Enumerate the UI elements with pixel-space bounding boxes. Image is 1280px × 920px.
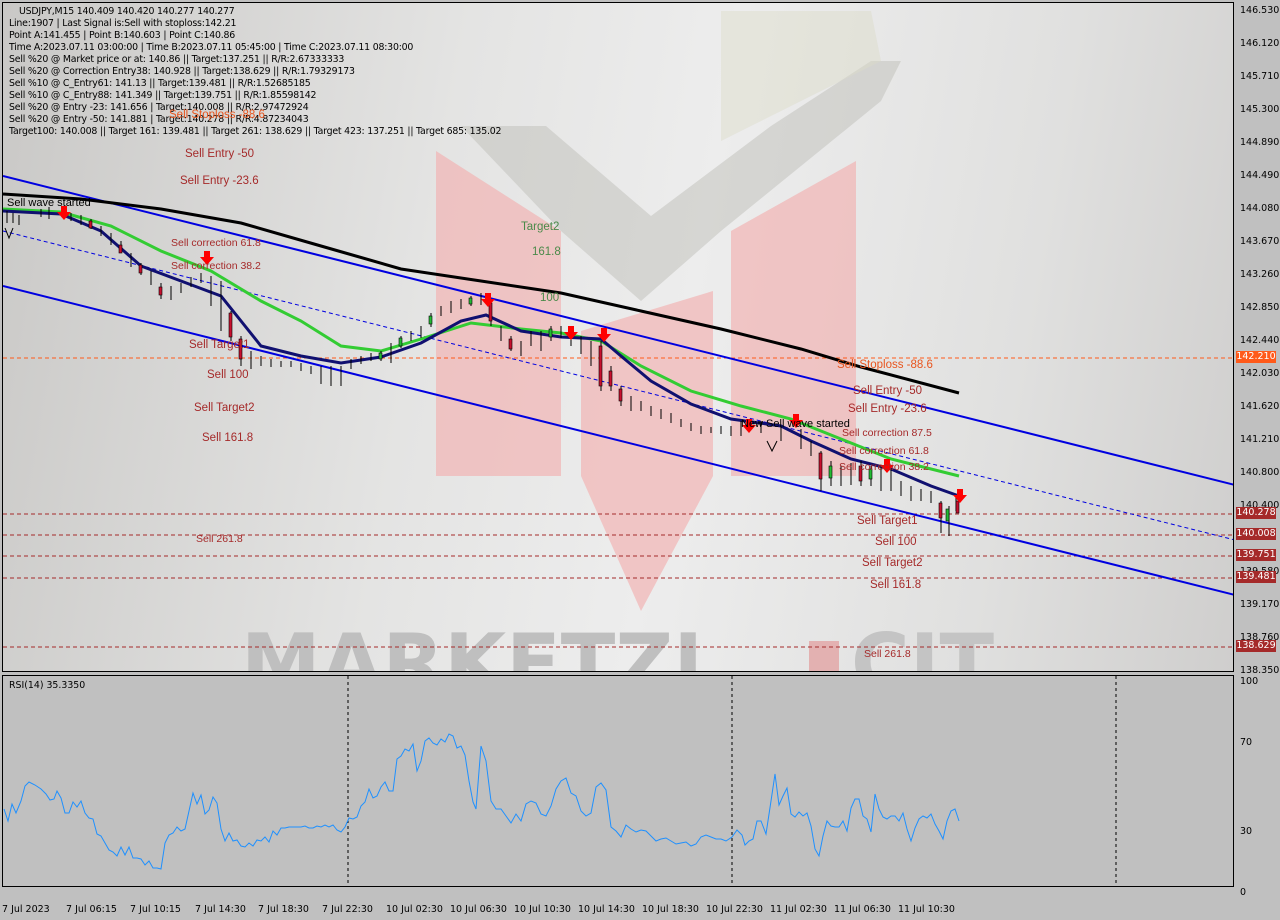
- time-tick: 7 Jul 18:30: [258, 904, 309, 915]
- price-tick: 141.210: [1240, 434, 1280, 445]
- label-sell-entry-50: Sell Entry -50: [185, 148, 255, 160]
- price-tag-target1: 140.278: [1236, 507, 1276, 519]
- price-chart-canvas: MARKETZI CIT: [3, 11, 1233, 672]
- symbol-ohlc-line: USDJPY,M15 140.409 140.420 140.277 140.2…: [19, 6, 235, 17]
- price-tick: 140.400: [1240, 500, 1280, 511]
- time-tick: 10 Jul 06:30: [450, 904, 507, 915]
- info-line: Sell %20 @ Entry -23: 141.656 | Target:1…: [9, 102, 309, 113]
- watermark-text: MARKETZI: [241, 617, 703, 672]
- time-tick: 10 Jul 10:30: [514, 904, 571, 915]
- price-tick: 145.300: [1240, 104, 1280, 115]
- price-tick: 144.080: [1240, 203, 1280, 214]
- svg-text:CIT: CIT: [851, 617, 994, 672]
- info-line: Sell %20 @ Correction Entry38: 140.928 |…: [9, 66, 355, 77]
- label-sell-correction-87-5: Sell correction 87.5: [842, 427, 932, 439]
- price-tick: 142.030: [1240, 368, 1280, 379]
- label-sell-target1: Sell Target1: [189, 339, 250, 351]
- price-tag-100: 140.008: [1236, 528, 1276, 540]
- regression-channel: [3, 175, 1233, 596]
- time-tick: 11 Jul 02:30: [770, 904, 827, 915]
- sell-arrow-icons: [57, 206, 967, 503]
- price-tick: 140.800: [1240, 467, 1280, 478]
- rsi-canvas: [3, 676, 1117, 886]
- price-tick: 144.490: [1240, 170, 1280, 181]
- price-tick: 138.350: [1240, 665, 1280, 676]
- price-tick: 143.670: [1240, 236, 1280, 247]
- label-sell-stoploss: Sell Stoploss -88.6: [169, 109, 265, 121]
- info-line: Sell %20 @ Market price or at: 140.86 ||…: [9, 54, 345, 65]
- label-sell-correction-38-2-right: Sell correction 38.2: [839, 461, 929, 473]
- time-tick: 7 Jul 06:15: [66, 904, 117, 915]
- info-line: Sell %10 @ C_Entry61: 141.13 || Target:1…: [9, 78, 311, 89]
- price-tick: 143.260: [1240, 269, 1280, 280]
- rsi-title: RSI(14) 35.3350: [9, 680, 86, 691]
- label-sell-target2: Sell Target2: [194, 402, 255, 414]
- price-tag-stoploss: 142.210: [1236, 351, 1276, 363]
- label-sell-261-8-right: Sell 261.8: [864, 648, 911, 660]
- rsi-level-0: 0: [1240, 887, 1247, 898]
- label-sell-correction-61-8: Sell correction 61.8: [171, 237, 261, 249]
- label-161-8: 161.8: [532, 246, 561, 258]
- rsi-level-30: 30: [1240, 826, 1253, 837]
- time-tick: 7 Jul 14:30: [195, 904, 246, 915]
- label-sell-161-8-right: Sell 161.8: [870, 579, 922, 591]
- label-new-sell-wave-started: New Sell wave started: [741, 418, 850, 430]
- label-sell-entry-23-6: Sell Entry -23.6: [180, 175, 259, 187]
- label-sell-entry-23-6-right: Sell Entry -23.6: [848, 403, 927, 415]
- price-tick: 146.530: [1240, 5, 1280, 16]
- price-tick: 145.710: [1240, 71, 1280, 82]
- price-tag-261-8: 138.629: [1236, 640, 1276, 652]
- label-sell-100: Sell 100: [207, 369, 249, 381]
- price-tick: 144.890: [1240, 137, 1280, 148]
- ma-navy: [3, 209, 960, 498]
- price-tick: 138.760: [1240, 632, 1280, 643]
- time-tick: 10 Jul 18:30: [642, 904, 699, 915]
- label-sell-target2-right: Sell Target2: [862, 557, 923, 569]
- ma-black: [3, 192, 960, 395]
- time-tick: 10 Jul 02:30: [386, 904, 443, 915]
- price-tag-161-8: 139.481: [1236, 571, 1276, 583]
- price-tick: 141.620: [1240, 401, 1280, 412]
- v-marker-icon: [4, 227, 14, 240]
- time-tick: 10 Jul 14:30: [578, 904, 635, 915]
- label-sell-entry-50-right: Sell Entry -50: [853, 385, 923, 397]
- label-sell-stoploss-right: Sell Stoploss -88.6: [837, 359, 933, 371]
- info-line: Line:1907 | Last Signal is:Sell with sto…: [9, 18, 237, 29]
- level-lines: [3, 357, 1233, 648]
- ma-green: [3, 207, 960, 478]
- price-chart-pane[interactable]: MARKETZI CIT: [2, 2, 1234, 672]
- label-sell-261-8: Sell 261.8: [196, 533, 243, 545]
- info-line: Time A:2023.07.11 03:00:00 | Time B:2023…: [9, 42, 414, 53]
- time-tick: 7 Jul 22:30: [322, 904, 373, 915]
- time-tick: 10 Jul 22:30: [706, 904, 763, 915]
- time-tick: 7 Jul 10:15: [130, 904, 181, 915]
- price-tick: 142.440: [1240, 335, 1280, 346]
- label-sell-target1-right: Sell Target1: [857, 515, 918, 527]
- rsi-line: [3, 733, 960, 870]
- label-sell-correction-61-8-right: Sell correction 61.8: [839, 445, 929, 457]
- info-line: Sell %10 @ C_Entry88: 141.349 || Target:…: [9, 90, 317, 101]
- candlesticks: [6, 207, 960, 536]
- rsi-level-100: 100: [1240, 676, 1259, 687]
- rsi-level-70: 70: [1240, 737, 1253, 748]
- v-marker-icon: [766, 440, 778, 453]
- rsi-pane[interactable]: RSI(14) 35.3350: [2, 675, 1234, 887]
- info-line: Point A:141.455 | Point B:140.603 | Poin…: [9, 30, 236, 41]
- time-tick: 11 Jul 10:30: [898, 904, 955, 915]
- label-sell-correction-38-2: Sell correction 38.2: [171, 260, 261, 272]
- label-sell-161-8: Sell 161.8: [202, 432, 254, 444]
- info-line: Sell %20 @ Entry -50: 141.881 | Target:1…: [9, 114, 309, 125]
- label-100: 100: [540, 292, 560, 304]
- price-tag-target2: 139.751: [1236, 549, 1276, 561]
- watermark-logo: [436, 11, 901, 611]
- label-sell-100-right: Sell 100: [875, 536, 917, 548]
- price-tick: 146.120: [1240, 38, 1280, 49]
- time-tick: 11 Jul 06:30: [834, 904, 891, 915]
- price-tick: 139.170: [1240, 599, 1280, 610]
- info-line: Target100: 140.008 || Target 161: 139.48…: [9, 126, 502, 137]
- time-tick: 7 Jul 2023: [2, 904, 50, 915]
- label-target2: Target2: [521, 221, 560, 233]
- price-tick: 142.850: [1240, 302, 1280, 313]
- label-sell-wave-started: Sell wave started: [7, 197, 91, 209]
